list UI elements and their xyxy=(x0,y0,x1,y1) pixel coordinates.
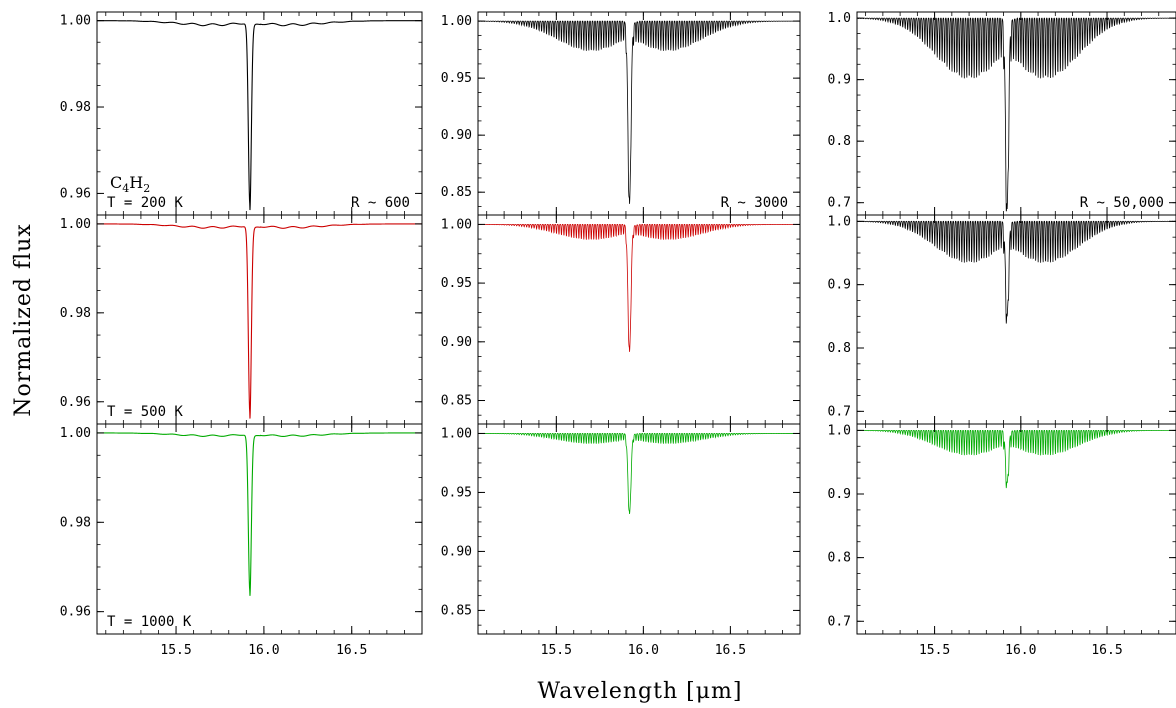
panel-col3-row2: 0.7 0.8 0.9 1.0 xyxy=(828,214,1176,425)
y-tick-label: 0.8 xyxy=(828,551,851,566)
resolution-label: R ~ 3000 xyxy=(721,195,788,211)
y-tick-label: 1.00 xyxy=(60,217,91,232)
x-tick-label: 15.5 xyxy=(541,643,572,658)
y-tick-label: 0.85 xyxy=(441,394,472,409)
resolution-label: R ~ 600 xyxy=(351,195,410,211)
spectrum-line-col1-row2 xyxy=(97,223,422,419)
y-tick-label: 0.96 xyxy=(60,186,91,201)
y-tick-label: 0.8 xyxy=(828,341,851,356)
y-tick-label: 0.98 xyxy=(60,515,91,530)
panel-frame xyxy=(477,11,801,216)
y-tick-label: 0.90 xyxy=(441,335,472,350)
panel-frame xyxy=(96,423,423,635)
species-label: C4H2 xyxy=(110,173,150,195)
y-tick-label: 0.95 xyxy=(441,276,472,291)
y-tick-label: 1.0 xyxy=(828,11,851,26)
y-tick-label: 1.0 xyxy=(828,214,851,229)
species-subscript: 4 xyxy=(122,182,129,195)
panel-col2-row3: 0.85 0.90 0.95 1.00 15.5 16.0 16.5 xyxy=(441,423,801,658)
y-tick-label: 0.90 xyxy=(441,544,472,559)
spectrum-line-col1-row3 xyxy=(97,432,422,596)
y-tick-label: 0.9 xyxy=(828,487,851,502)
panel-col1-row3: 0.96 0.98 1.00 15.5 16.0 16.5 T = 1000 K xyxy=(60,423,423,658)
x-tick-label: 16.5 xyxy=(715,643,746,658)
panel-col3-row1: 0.7 0.8 0.9 1.0 R ~ 50,000 xyxy=(828,11,1176,216)
y-tick-label: 0.98 xyxy=(60,306,91,321)
y-axis-title: Normalized flux xyxy=(11,223,36,417)
y-tick-label: 0.85 xyxy=(441,185,472,200)
panel-frame xyxy=(96,214,423,425)
panel-col3-row3: 0.7 0.8 0.9 1.0 15.5 16.0 16.5 xyxy=(828,423,1176,658)
temperature-label: T = 200 K xyxy=(107,195,183,211)
spectrum-line-col3-row3 xyxy=(857,429,1176,489)
y-tick-label: 0.8 xyxy=(828,134,851,149)
species-subscript: 2 xyxy=(143,182,150,195)
x-tick-label: 16.5 xyxy=(1091,643,1122,658)
y-tick-label: 1.00 xyxy=(60,14,91,29)
panel-col2-row2: 0.85 0.90 0.95 1.00 xyxy=(441,214,801,425)
x-tick-label: 16.5 xyxy=(336,643,367,658)
y-tick-label: 0.9 xyxy=(828,278,851,293)
species-symbol: H xyxy=(129,173,143,192)
x-tick-label: 16.0 xyxy=(248,643,279,658)
y-tick-label: 0.96 xyxy=(60,395,91,410)
spectrum-line-col2-row2 xyxy=(478,223,800,352)
temperature-label: T = 1000 K xyxy=(107,614,192,630)
y-tick-label: 0.7 xyxy=(828,196,851,211)
x-tick-label: 16.0 xyxy=(628,643,659,658)
y-tick-label: 0.7 xyxy=(828,614,851,629)
y-tick-label: 0.85 xyxy=(441,603,472,618)
y-tick-label: 0.96 xyxy=(60,605,91,620)
x-tick-label: 16.0 xyxy=(1005,643,1036,658)
panel-col1-row2: 0.96 0.98 1.00 T = 500 K xyxy=(60,214,423,425)
y-tick-label: 0.98 xyxy=(60,100,91,115)
resolution-label: R ~ 50,000 xyxy=(1080,195,1164,211)
spectrum-line-col2-row1 xyxy=(478,20,800,204)
spectrum-line-col2-row3 xyxy=(478,432,800,514)
y-tick-label: 1.00 xyxy=(441,426,472,441)
y-tick-label: 0.95 xyxy=(441,485,472,500)
y-tick-label: 1.00 xyxy=(441,217,472,232)
x-axis-title: Wavelength [μm] xyxy=(538,679,743,704)
panel-frame xyxy=(856,423,1176,635)
spectrum-line-col3-row1 xyxy=(857,17,1176,212)
spectrum-line-col1-row1 xyxy=(97,20,422,211)
y-tick-label: 1.00 xyxy=(60,426,91,441)
y-tick-label: 0.9 xyxy=(828,73,851,88)
spectrum-line-col3-row2 xyxy=(857,220,1176,324)
x-tick-label: 15.5 xyxy=(160,643,191,658)
y-tick-label: 1.0 xyxy=(828,423,851,438)
panel-col2-row1: 0.85 0.90 0.95 1.00 R ~ 3000 xyxy=(441,11,801,216)
panel-frame xyxy=(477,423,801,635)
y-tick-label: 1.00 xyxy=(441,14,472,29)
panel-frame xyxy=(477,214,801,425)
species-symbol: C xyxy=(110,173,122,192)
x-tick-label: 15.5 xyxy=(919,643,950,658)
y-tick-label: 0.7 xyxy=(828,404,851,419)
y-tick-label: 0.95 xyxy=(441,71,472,86)
temperature-label: T = 500 K xyxy=(107,404,183,420)
y-tick-label: 0.90 xyxy=(441,128,472,143)
